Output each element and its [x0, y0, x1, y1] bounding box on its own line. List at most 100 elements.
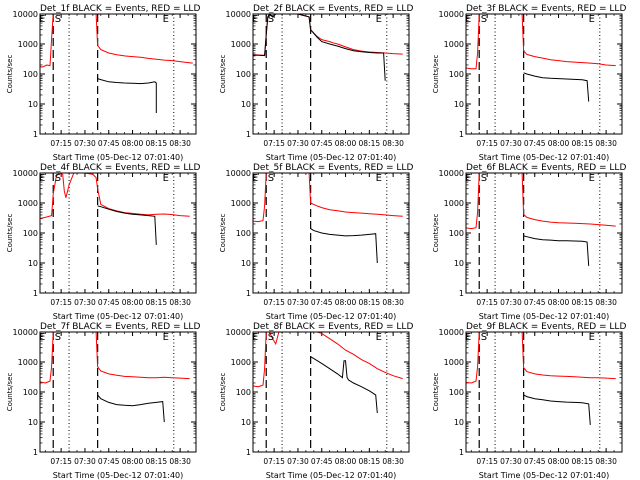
x-tick-label: 07:15 [263, 139, 285, 148]
event-marker-label: E [465, 173, 471, 184]
plot-frame [465, 13, 623, 135]
lld-series-line [40, 14, 193, 68]
x-axis-label: Start Time (05-Dec-12 07:01:40) [479, 471, 610, 480]
event-marker-label: E [589, 14, 595, 25]
y-tick-label: 100 [23, 229, 38, 238]
x-tick-label: 08:15 [146, 298, 168, 307]
event-marker-label: S [268, 332, 274, 343]
x-tick-label: 08:30 [382, 298, 404, 307]
y-tick-label: 10 [28, 259, 38, 268]
x-tick-label: 08:15 [146, 139, 168, 148]
y-tick-label: 10 [454, 418, 464, 427]
x-axis-label: Start Time (05-Dec-12 07:01:40) [53, 153, 184, 162]
x-axis-label: Start Time (05-Dec-12 07:01:40) [266, 471, 397, 480]
x-tick-label: 07:45 [524, 298, 546, 307]
events-series-line [523, 72, 590, 102]
y-tick-label: 100 [236, 388, 251, 397]
y-axis-label: Counts/sec [432, 373, 440, 412]
x-tick-label: 07:30 [74, 139, 96, 148]
y-tick-label: 1 [246, 289, 251, 298]
plot-frame [39, 13, 197, 135]
x-tick-label: 08:30 [382, 457, 404, 466]
x-tick-label: 08:30 [595, 139, 617, 148]
x-tick-label: 07:30 [74, 457, 96, 466]
x-tick-label: 07:15 [263, 457, 285, 466]
plot-frame [252, 13, 410, 135]
y-tick-label: 1000 [18, 199, 38, 208]
y-tick-label: 10000 [226, 169, 251, 178]
events-series-line [97, 394, 165, 423]
x-tick-label: 08:00 [335, 457, 357, 466]
event-marker-label: S [481, 173, 487, 184]
x-tick-label: 08:30 [595, 298, 617, 307]
plot-frame [39, 172, 197, 294]
y-tick-label: 1 [33, 130, 38, 139]
y-tick-label: 1000 [18, 358, 38, 367]
x-tick-label: 07:45 [98, 298, 120, 307]
x-axis-label: Start Time (05-Dec-12 07:01:40) [266, 312, 397, 321]
lld-series-line [466, 332, 616, 384]
y-axis-label: Counts/sec [432, 214, 440, 253]
x-tick-label: 07:30 [74, 298, 96, 307]
x-tick-label: 07:45 [98, 139, 120, 148]
y-tick-label: 10000 [439, 328, 464, 337]
y-tick-label: 10 [241, 100, 251, 109]
y-tick-label: 10 [241, 259, 251, 268]
x-tick-label: 07:15 [476, 298, 498, 307]
y-axis-label: Counts/sec [219, 214, 227, 253]
x-tick-label: 08:00 [548, 298, 570, 307]
lld-series-line [253, 332, 403, 388]
event-marker-label: E [39, 14, 45, 25]
y-tick-label: 1 [33, 448, 38, 457]
event-marker-label: E [376, 14, 382, 25]
plot-frame [465, 331, 623, 453]
x-axis-label: Start Time (05-Dec-12 07:01:40) [479, 312, 610, 321]
x-axis-label: Start Time (05-Dec-12 07:01:40) [53, 471, 184, 480]
y-tick-label: 100 [23, 388, 38, 397]
events-series-line [97, 78, 157, 113]
chart-panel-2: Det_2f BLACK = Events, RED = LLD Counts/s… [219, 4, 413, 162]
y-tick-label: 10000 [226, 328, 251, 337]
event-marker-label: S [268, 173, 274, 184]
x-tick-label: 07:30 [287, 457, 309, 466]
y-tick-label: 10 [454, 100, 464, 109]
plot-frame [252, 172, 410, 294]
x-tick-label: 08:15 [359, 139, 381, 148]
event-marker-label: E [465, 14, 471, 25]
x-tick-label: 07:30 [500, 457, 522, 466]
plot-frame [465, 172, 623, 294]
y-tick-label: 100 [449, 70, 464, 79]
event-marker-label: E [252, 14, 258, 25]
x-tick-label: 08:00 [548, 457, 570, 466]
y-tick-label: 1000 [18, 40, 38, 49]
x-tick-label: 08:30 [595, 457, 617, 466]
chart-panel-1: Det_1f BLACK = Events, RED = LLD Counts/s… [6, 4, 200, 162]
events-series-line [253, 14, 386, 81]
x-axis-label: Start Time (05-Dec-12 07:01:40) [53, 312, 184, 321]
y-tick-label: 10000 [13, 169, 38, 178]
event-marker-label: S [481, 14, 487, 25]
chart-title: Det_7f BLACK = Events, RED = LLD [40, 322, 200, 332]
x-tick-label: 07:30 [500, 298, 522, 307]
x-tick-label: 07:45 [311, 139, 333, 148]
y-tick-label: 1 [33, 289, 38, 298]
chart-title: Det_3f BLACK = Events, RED = LLD [466, 4, 626, 14]
y-tick-label: 10 [28, 418, 38, 427]
x-tick-label: 07:30 [287, 139, 309, 148]
y-axis-label: Counts/sec [219, 55, 227, 94]
event-marker-label: E [465, 332, 471, 343]
y-axis-label: Counts/sec [219, 373, 227, 412]
x-tick-label: 08:15 [359, 298, 381, 307]
y-tick-label: 1 [459, 448, 464, 457]
x-tick-label: 07:15 [50, 298, 72, 307]
chart-title: Det_5f BLACK = Events, RED = LLD [253, 163, 413, 173]
y-tick-label: 1 [246, 130, 251, 139]
x-tick-label: 08:00 [335, 139, 357, 148]
event-marker-label: E [163, 14, 169, 25]
x-tick-label: 07:45 [524, 139, 546, 148]
y-tick-label: 10000 [439, 10, 464, 19]
x-tick-label: 07:30 [287, 298, 309, 307]
events-series-line [310, 228, 378, 264]
plot-frame [39, 331, 197, 453]
